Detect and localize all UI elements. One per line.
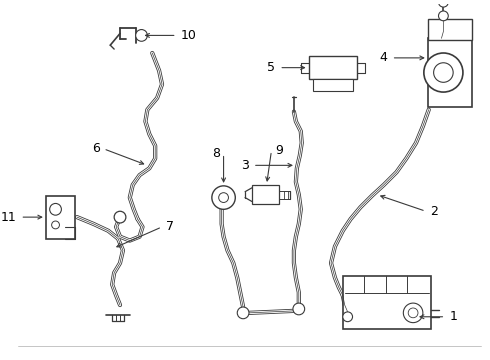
Circle shape (212, 186, 235, 209)
Text: 11: 11 (0, 211, 17, 224)
Text: 2: 2 (430, 205, 438, 218)
Text: 9: 9 (275, 144, 283, 157)
Text: 4: 4 (380, 51, 388, 64)
Circle shape (114, 211, 126, 223)
Circle shape (434, 63, 453, 82)
Circle shape (219, 193, 228, 202)
Circle shape (237, 307, 249, 319)
Text: 5: 5 (268, 61, 275, 74)
Bar (428, 39, 472, 107)
Bar (343, 276, 431, 329)
Bar (309, 56, 357, 79)
Circle shape (49, 203, 61, 215)
Text: 1: 1 (449, 310, 457, 323)
Text: 10: 10 (181, 29, 196, 42)
Text: 8: 8 (212, 147, 220, 160)
Circle shape (408, 308, 418, 318)
Circle shape (136, 30, 147, 41)
Circle shape (293, 303, 305, 315)
Circle shape (439, 11, 448, 21)
Circle shape (343, 312, 352, 321)
Text: 7: 7 (166, 220, 174, 233)
Bar (46, 195, 75, 239)
Circle shape (424, 53, 463, 92)
Text: 6: 6 (92, 142, 99, 155)
Circle shape (51, 221, 59, 229)
Bar (428, 19, 472, 40)
Circle shape (403, 303, 423, 323)
Text: 3: 3 (241, 159, 249, 172)
Bar (314, 79, 352, 91)
Circle shape (439, 0, 448, 7)
Bar (252, 185, 279, 204)
